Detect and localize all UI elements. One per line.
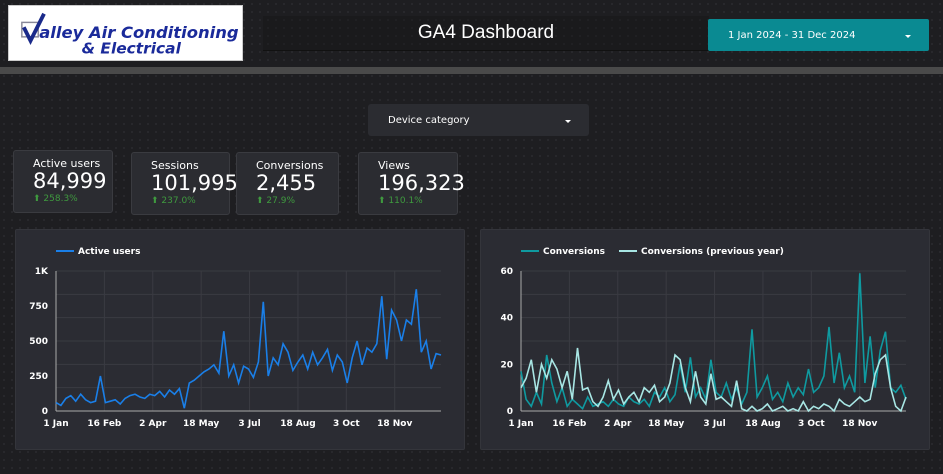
x-tick-label: 18 May <box>648 419 684 429</box>
x-tick-label: 3 Oct <box>333 419 360 429</box>
y-tick-label: 1K <box>35 267 49 277</box>
company-logo: alley Air Conditioning & Electrical <box>8 5 243 61</box>
x-tick-label: 18 Nov <box>377 419 412 429</box>
page-title: GA4 Dashboard <box>263 16 709 51</box>
y-tick-label: 0 <box>42 407 48 417</box>
kpi-label: Sessions <box>151 159 199 172</box>
y-tick-label: 250 <box>29 372 48 382</box>
series-line-0 <box>520 273 907 411</box>
kpi-change: ⬆ 110.1% <box>378 196 423 206</box>
kpi-change: ⬆ 258.3% <box>33 194 78 204</box>
y-tick-label: 0 <box>507 407 513 417</box>
conversions-chart-panel: 0 20 40 60 1 Jan 16 Feb 2 Apr 18 May 3 Jul 18 Aug… <box>480 229 930 450</box>
device-category-label: Device category <box>388 114 470 126</box>
kpi-value: 84,999 <box>33 169 107 193</box>
x-tick-label: 16 Feb <box>87 419 122 429</box>
x-tick-label: 3 Jul <box>703 419 725 429</box>
kpi-value: 196,323 <box>378 171 465 195</box>
kpi-card-conversions: Conversions 2,455 ⬆ 27.9% <box>236 152 339 215</box>
kpi-label: Conversions <box>256 159 324 172</box>
y-tick-label: 20 <box>500 360 513 370</box>
x-tick-label: 3 Jul <box>238 419 260 429</box>
caret-down-icon <box>565 120 571 123</box>
legend-label: Conversions (previous year) <box>641 247 784 257</box>
kpi-label: Views <box>378 159 410 172</box>
x-tick-label: 2 Apr <box>139 419 167 429</box>
kpi-value: 101,995 <box>151 171 238 195</box>
x-tick-label: 18 Aug <box>745 419 780 429</box>
caret-down-icon <box>905 35 911 38</box>
active-users-chart: 0 250 500 750 1K 1 Jan 16 Feb 2 Apr 18 May 3 Jul 1… <box>29 247 442 429</box>
active-users-chart-panel: 0 250 500 750 1K 1 Jan 16 Feb 2 Apr 18 May 3 Jul 1… <box>15 229 465 450</box>
conversions-chart: 0 20 40 60 1 Jan 16 Feb 2 Apr 18 May 3 Jul 18 Aug… <box>500 247 907 429</box>
y-tick-label: 750 <box>29 302 48 312</box>
y-tick-label: 500 <box>29 337 48 347</box>
date-range-picker[interactable]: 1 Jan 2024 - 31 Dec 2024 <box>708 19 929 51</box>
series-line-0 <box>55 289 442 409</box>
y-tick-label: 60 <box>500 267 513 277</box>
kpi-value: 2,455 <box>256 171 317 195</box>
legend-label: Active users <box>78 247 140 257</box>
x-tick-label: 1 Jan <box>43 419 68 429</box>
kpi-card-active-users: Active users 84,999 ⬆ 258.3% <box>13 150 113 213</box>
kpi-label: Active users <box>33 157 101 170</box>
kpi-card-sessions: Sessions 101,995 ⬆ 237.0% <box>131 152 238 215</box>
date-range-label: 1 Jan 2024 - 31 Dec 2024 <box>728 29 856 41</box>
svg-text:& Electrical: & Electrical <box>82 39 182 57</box>
x-tick-label: 16 Feb <box>552 419 587 429</box>
x-tick-label: 1 Jan <box>508 419 533 429</box>
legend-label: Conversions <box>543 247 605 257</box>
device-category-filter[interactable]: Device category <box>368 104 589 136</box>
divider <box>0 67 943 74</box>
x-tick-label: 18 Nov <box>842 419 877 429</box>
x-tick-label: 18 Aug <box>280 419 315 429</box>
y-tick-label: 40 <box>500 314 513 324</box>
kpi-change: ⬆ 237.0% <box>151 196 196 206</box>
series-line-1 <box>520 347 907 413</box>
kpi-change: ⬆ 27.9% <box>256 196 295 206</box>
kpi-card-views: Views 196,323 ⬆ 110.1% <box>358 152 465 215</box>
x-tick-label: 2 Apr <box>604 419 632 429</box>
svg-text:alley Air Conditioning: alley Air Conditioning <box>39 23 239 42</box>
x-tick-label: 18 May <box>183 419 219 429</box>
x-tick-label: 3 Oct <box>798 419 825 429</box>
